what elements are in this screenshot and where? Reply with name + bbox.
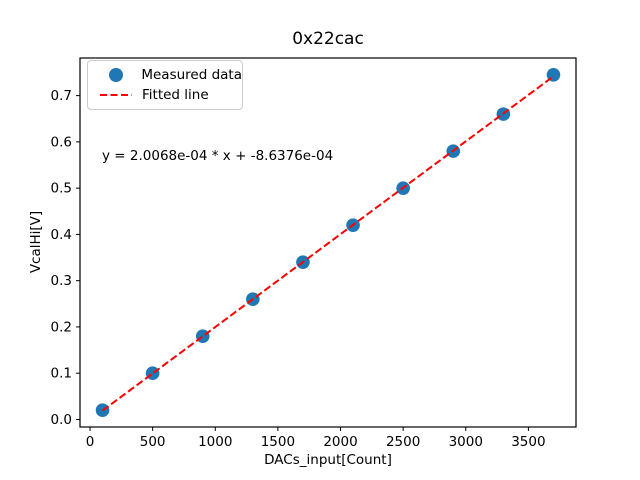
plot-border xyxy=(79,57,577,428)
x-tick-label: 3000 xyxy=(449,434,483,450)
x-tick-label: 0 xyxy=(86,434,95,450)
y-tick-label: 0.1 xyxy=(51,366,72,382)
y-tick-label: 0.7 xyxy=(51,88,72,104)
x-tick-label: 2500 xyxy=(386,434,420,450)
y-tick-label: 0.4 xyxy=(51,227,72,243)
x-tick-label: 2000 xyxy=(323,434,357,450)
x-tick-label: 1000 xyxy=(198,434,232,450)
legend-label-fitted-line: Fitted line xyxy=(142,87,209,103)
x-tick-label: 500 xyxy=(140,434,166,450)
x-tick-label: 3500 xyxy=(511,434,545,450)
legend: Measured data Fitted line xyxy=(87,60,243,110)
dashed-line-icon xyxy=(100,94,132,96)
legend-handle xyxy=(97,92,135,98)
x-axis-label: DACs_input[Count] xyxy=(264,452,392,468)
y-tick-label: 0.3 xyxy=(51,273,72,289)
fitted-line xyxy=(101,75,555,412)
y-tick-label: 0.2 xyxy=(51,319,72,335)
y-tick-label: 0.6 xyxy=(51,134,72,150)
legend-item-measured-data: Measured data xyxy=(88,65,242,85)
y-tick-label: 0.0 xyxy=(51,412,72,428)
scatter-marker-icon xyxy=(108,68,123,82)
x-tick-label: 1500 xyxy=(261,434,295,450)
legend-handle xyxy=(97,68,134,82)
y-axis-label: VcalHi[V] xyxy=(28,210,44,274)
chart-title: 0x22cac xyxy=(292,29,364,49)
legend-label-measured-data: Measured data xyxy=(141,67,242,83)
fit-equation-annotation: y = 2.0068e-04 * x + -8.6376e-04 xyxy=(102,148,334,164)
legend-item-fitted-line: Fitted line xyxy=(88,85,242,105)
y-tick-label: 0.5 xyxy=(51,181,72,197)
